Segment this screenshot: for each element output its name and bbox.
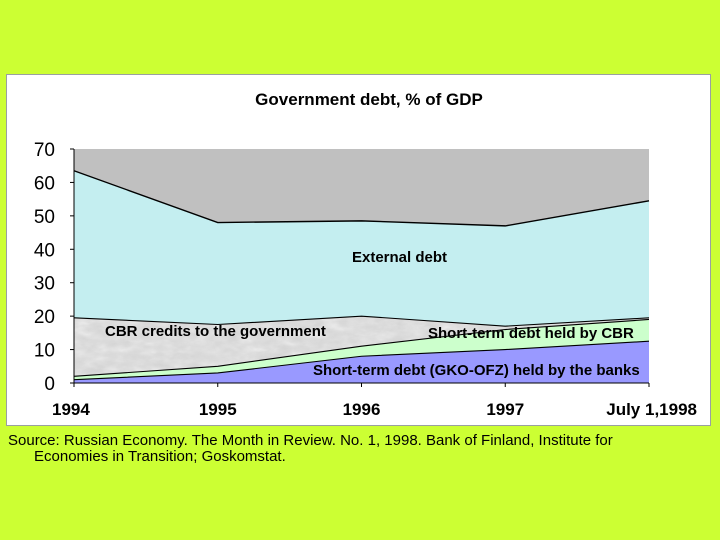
source-line-2: Economies in Transition; Goskomstat.	[34, 448, 286, 465]
series-line-4	[73, 170, 650, 227]
area-external-debt	[74, 170, 649, 327]
series-label: External debt	[352, 249, 447, 266]
x-tick-label: 1996	[343, 400, 381, 419]
axes: 0 10 20 30 40 50 60 70 1994 1995 1996 1997 July 1,19…	[34, 140, 697, 419]
area-labels: External debt CBR credits to the governme…	[105, 249, 640, 379]
area-short-term-banks	[74, 341, 649, 383]
y-tick-label: 70	[34, 140, 55, 161]
y-tick-label: 30	[34, 274, 55, 295]
series-line-1	[73, 340, 650, 381]
y-tick-label: 20	[34, 307, 55, 328]
y-tick-label: 50	[34, 207, 55, 228]
y-tick-label: 10	[34, 341, 55, 362]
x-tick-label: 1997	[486, 400, 524, 419]
chart-frame: Government debt, % of GDP 0 10 20 30 40 50 60 7…	[6, 74, 711, 426]
stacked-area-chart: Government debt, % of GDP 0 10 20 30 40 50 60 7…	[34, 90, 697, 419]
x-tick-label: 1995	[199, 400, 237, 419]
series-line-2	[73, 318, 650, 377]
y-tick-label: 0	[44, 374, 55, 395]
chart-title: Government debt, % of GDP	[255, 90, 483, 109]
area-short-term-cbr	[74, 319, 649, 380]
y-tick-label: 60	[34, 173, 55, 194]
series-label: CBR credits to the government	[105, 323, 326, 340]
x-tick-label: July 1,1998	[606, 400, 697, 419]
source-line-1: Source: Russian Economy. The Month in Re…	[8, 432, 613, 449]
series-label: Short-term debt (GKO-OFZ) held by the ba…	[313, 362, 640, 379]
x-tick-label: 1994	[52, 400, 90, 419]
plot-area	[73, 149, 650, 383]
y-tick-label: 40	[34, 240, 55, 261]
source-note: Source: Russian Economy. The Month in Re…	[8, 433, 714, 465]
series-line-3	[73, 315, 650, 327]
series-label: Short-term debt held by CBR	[428, 325, 634, 342]
